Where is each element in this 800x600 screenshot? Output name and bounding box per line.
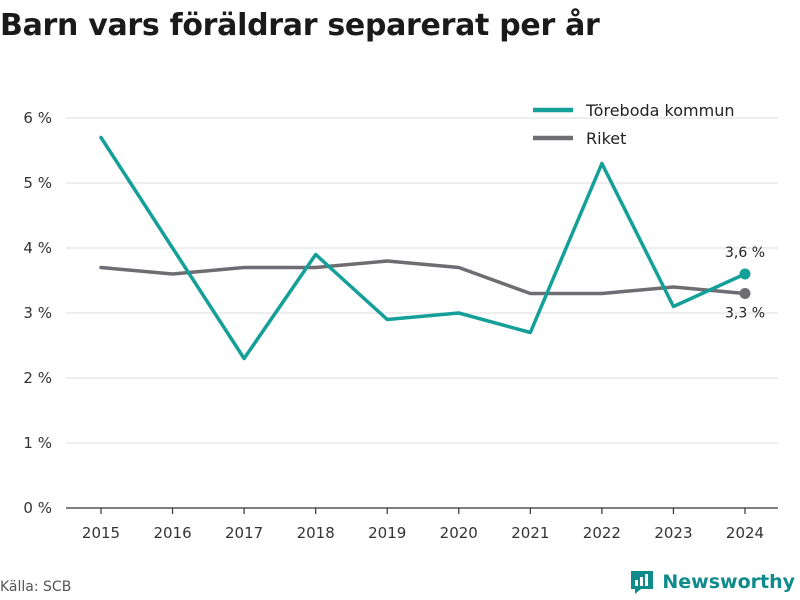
- y-axis: 0 % 1 % 2 % 3 % 4 % 5 % 6 %: [23, 109, 52, 517]
- y-tick-label: 0 %: [23, 499, 52, 517]
- x-tick-label: 2017: [225, 524, 263, 542]
- x-tick-label: 2015: [82, 524, 120, 542]
- legend-label: Riket: [586, 129, 626, 148]
- x-tick-label: 2016: [153, 524, 191, 542]
- series-line: [99, 135, 747, 361]
- series-end-marker: [739, 288, 751, 299]
- source-note: Källa: SCB: [0, 579, 72, 595]
- x-tick-label: 2019: [368, 524, 406, 542]
- chart-title: Barn vars föräldrar separerat per år: [0, 8, 600, 43]
- x-axis: 2015 2016 2017 2018 2019 2020 2021 2022 2023 2024: [66, 507, 778, 542]
- series-lines: 3,6 % 3,3 %: [99, 135, 765, 361]
- y-tick-label: 2 %: [23, 369, 52, 387]
- x-tick-label: 2023: [654, 524, 692, 542]
- x-tick-label: 2020: [440, 524, 478, 542]
- y-tick-label: 3 %: [23, 304, 52, 322]
- legend: Töreboda kommun Riket: [533, 101, 734, 148]
- brand-logo[interactable]: Newsworthy: [629, 569, 795, 595]
- x-tick-label: 2018: [297, 524, 335, 542]
- y-tick-label: 6 %: [23, 109, 52, 127]
- x-tick-label: 2021: [511, 524, 549, 542]
- x-tick-label: 2024: [726, 524, 764, 542]
- y-tick-label: 5 %: [23, 174, 52, 192]
- bar-chart-speech-bubble-icon: [631, 571, 654, 594]
- y-tick-label: 4 %: [23, 239, 52, 257]
- y-tick-label: 1 %: [23, 434, 52, 452]
- series-line: [99, 259, 747, 296]
- legend-label: Töreboda kommun: [585, 101, 734, 120]
- series-end-label: 3,3 %: [725, 306, 765, 322]
- x-tick-label: 2022: [583, 524, 621, 542]
- brand-name: Newsworthy: [662, 571, 795, 593]
- gridlines: [66, 117, 778, 444]
- series-end-label: 3,6 %: [725, 245, 765, 261]
- series-end-marker: [739, 268, 751, 280]
